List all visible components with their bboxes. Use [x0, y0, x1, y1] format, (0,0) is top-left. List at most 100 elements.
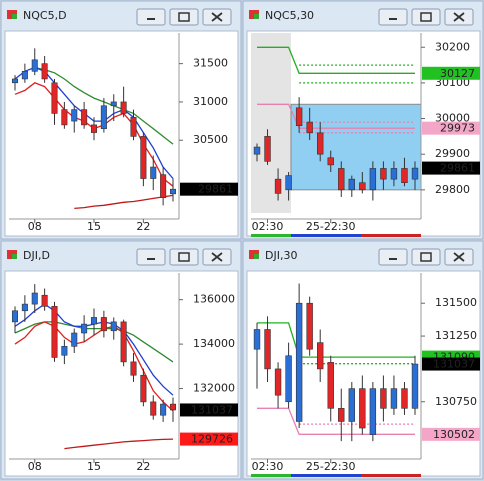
candle-body [160, 403, 167, 416]
x-tick-label: 02:30 [252, 220, 284, 233]
candle-body [380, 168, 387, 180]
candle-body [369, 388, 377, 435]
candle-body [380, 388, 387, 409]
close-button[interactable] [202, 8, 232, 26]
button-glyph [147, 18, 155, 20]
candle-body [317, 342, 324, 370]
close-button[interactable] [444, 8, 474, 26]
price-tag [422, 121, 480, 135]
x-tick-label: 15 [87, 460, 101, 473]
candle-body [130, 361, 137, 376]
price-tag [180, 403, 238, 417]
candle-body [295, 107, 303, 126]
y-tick-label: 136000 [193, 293, 235, 306]
x-tick-label: 08 [28, 460, 42, 473]
x-tick-label: 22 [136, 460, 150, 473]
candle-body [390, 388, 398, 409]
indicator-line [74, 194, 174, 210]
candle-body [160, 174, 167, 198]
candle-body [411, 167, 419, 180]
candle-body [253, 146, 261, 155]
candle-body [140, 136, 147, 179]
candle-body [274, 178, 282, 194]
x-tick-label: 22 [136, 220, 150, 233]
candle-body [306, 121, 313, 134]
candle-body [71, 332, 78, 347]
maximize-button[interactable] [169, 248, 199, 266]
maximize-button[interactable] [411, 248, 441, 266]
y-tick-label: 31000 [193, 95, 228, 108]
price-zone [290, 103, 422, 191]
minimize-button[interactable] [378, 248, 408, 266]
maximize-button[interactable] [169, 8, 199, 26]
maximize-button[interactable] [411, 8, 441, 26]
price-tag [422, 161, 480, 175]
candle-body [51, 82, 58, 114]
session-bar [251, 234, 291, 237]
y-tick-label: 30500 [193, 133, 228, 146]
candle-body [327, 362, 334, 409]
minimize-button[interactable] [136, 248, 166, 266]
price-tag-label: 29861 [198, 183, 233, 196]
y-tick-label: 31500 [193, 57, 228, 70]
indicator-line [64, 438, 174, 450]
button-glyph [211, 12, 223, 22]
candle-body [61, 346, 68, 356]
button-glyph [178, 252, 190, 262]
minimize-button[interactable] [136, 8, 166, 26]
button-face [136, 8, 166, 26]
candle-body [110, 101, 117, 107]
session-bar [361, 234, 421, 237]
button-glyph [389, 18, 397, 20]
button-face [378, 8, 408, 26]
candle-body [295, 302, 303, 422]
price-tag [422, 427, 480, 441]
button-glyph [453, 252, 465, 262]
candle-body [369, 168, 377, 191]
title-icon-accent [254, 254, 259, 259]
x-tick-label: 25-22:30 [306, 460, 356, 473]
close-button[interactable] [202, 248, 232, 266]
chart-window: DJI,D 132000 134000 136000 08 15 22 131037 12972… [0, 240, 242, 480]
y-tick-label: 30000 [435, 112, 470, 125]
candle-body [150, 166, 157, 179]
candle-body [411, 363, 419, 409]
price-tag [422, 357, 480, 371]
minimize-button[interactable] [378, 8, 408, 26]
y-tick-label: 30200 [435, 40, 470, 53]
button-glyph [147, 258, 155, 260]
candle-body [71, 109, 78, 122]
indicator-line [257, 46, 415, 74]
candle-body [81, 109, 88, 126]
close-button[interactable] [444, 248, 474, 266]
y-tick-label: 132000 [193, 382, 235, 395]
history-shadow [251, 33, 291, 213]
candle-body [359, 182, 366, 191]
candle-body [21, 70, 28, 80]
candle-body [317, 132, 324, 155]
candle-body [81, 323, 88, 334]
price-tag [180, 182, 238, 196]
candle-body [169, 188, 177, 195]
price-tag [180, 432, 238, 446]
candle-body [285, 355, 292, 403]
candle-body [274, 368, 282, 396]
candle-body [41, 294, 48, 307]
window-title: NQC5,D [23, 9, 67, 22]
window-title: NQC5,30 [265, 9, 314, 22]
session-bar [251, 474, 291, 477]
title-icon-accent [12, 254, 17, 259]
candle-body [31, 292, 38, 305]
button-face [411, 248, 441, 266]
candle-body [150, 401, 157, 416]
candle-body [264, 329, 271, 370]
price-tag-label: 129726 [191, 433, 233, 446]
candle-body [390, 168, 398, 180]
price-tag [422, 66, 480, 80]
candle-body [140, 374, 147, 403]
candle-body [264, 136, 271, 162]
session-bar [291, 474, 361, 477]
price-tag-label: 131037 [433, 358, 475, 371]
x-tick-label: 15 [87, 220, 101, 233]
y-tick-label: 134000 [193, 337, 235, 350]
